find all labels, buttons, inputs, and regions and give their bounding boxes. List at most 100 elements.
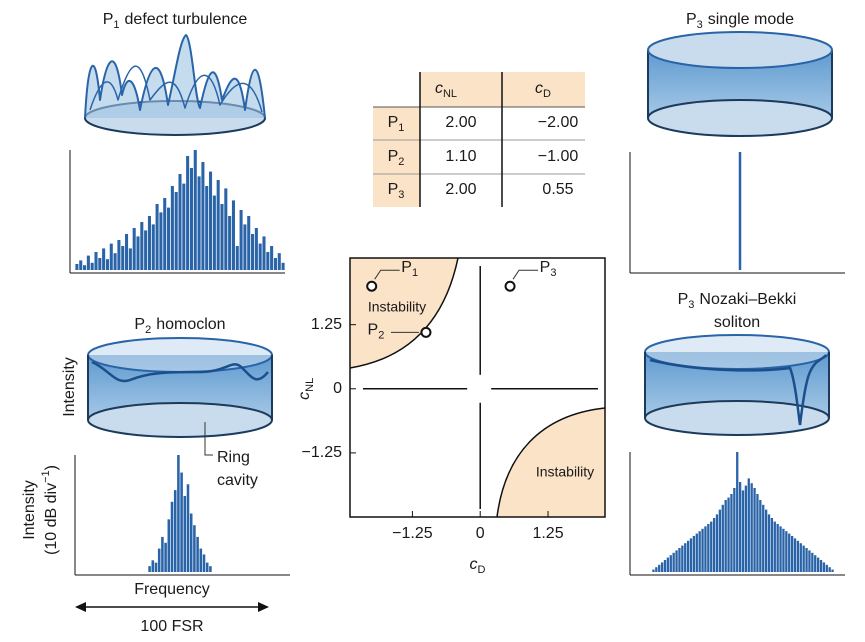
table-cell: −2.00 (538, 114, 579, 131)
bar (698, 531, 701, 572)
region-label: Instability (368, 299, 426, 315)
bar (831, 569, 834, 572)
bar (199, 548, 203, 572)
x-tick-label: 1.25 (532, 525, 563, 542)
label-symbol: P (103, 11, 114, 28)
bar (83, 265, 87, 270)
label-symbol: P (388, 181, 399, 198)
bar (202, 554, 206, 572)
bar (136, 236, 140, 270)
bar (266, 252, 270, 270)
table-row-label: P1 (388, 114, 405, 134)
bar (105, 259, 109, 270)
bar (767, 514, 771, 572)
bar (251, 234, 255, 270)
bar (102, 248, 106, 270)
bar (281, 262, 285, 270)
label-symbol: P (686, 11, 697, 28)
bar (197, 176, 201, 270)
bar (770, 518, 774, 572)
bar (744, 485, 748, 572)
label-subscript: 1 (113, 19, 119, 31)
bar (170, 501, 174, 572)
label-subscript: 1 (412, 267, 418, 279)
bar (736, 452, 739, 572)
bar (186, 156, 190, 270)
bar (117, 240, 121, 270)
bar (655, 567, 658, 572)
label-subscript: 3 (550, 267, 556, 279)
bar (747, 478, 750, 572)
bar (231, 200, 235, 270)
bar (738, 482, 742, 572)
bar (140, 222, 144, 270)
label-text: Nozaki–Bekki (699, 291, 796, 308)
bar (828, 567, 831, 572)
bar (759, 500, 762, 572)
label-symbol: P (540, 259, 551, 276)
bar (808, 550, 811, 572)
label-subscript: 2 (378, 329, 384, 341)
table-frame (373, 72, 585, 207)
y-tick-label: 1.25 (311, 316, 342, 333)
x-tick-label: 0 (476, 525, 485, 542)
bar (128, 248, 132, 270)
bar (658, 564, 661, 572)
panel-title: P1 defect turbulence (103, 11, 248, 31)
bar (707, 524, 710, 572)
bar (178, 174, 182, 270)
bar (75, 264, 79, 270)
bar (805, 548, 808, 572)
bar (681, 545, 684, 572)
bar (721, 504, 724, 572)
panel-title: P3 Nozaki–Bekki (678, 291, 797, 311)
table-cell: 2.00 (445, 114, 476, 131)
point (420, 326, 432, 338)
bar (94, 252, 98, 270)
bar (209, 171, 213, 270)
bar (155, 204, 159, 270)
y-axis-label: cNL (296, 378, 316, 400)
bar (738, 152, 742, 270)
bar (239, 210, 243, 270)
point-label: P3 (540, 259, 557, 279)
bar (79, 260, 83, 270)
bar (205, 186, 209, 270)
bar (724, 500, 727, 572)
bar (773, 521, 776, 572)
bar (147, 216, 151, 270)
label-superscript: −1 (40, 470, 52, 483)
leader-line (374, 269, 400, 280)
bar (672, 552, 675, 572)
label-symbol: c (296, 392, 313, 400)
bar (159, 212, 163, 270)
label-text: single mode (708, 11, 794, 28)
label-text: (10 dB div (43, 483, 60, 555)
ring-soliton (644, 334, 830, 436)
label-text: ) (43, 465, 60, 470)
bar (811, 552, 814, 572)
table-row-label: P2 (388, 148, 405, 168)
point (366, 280, 378, 292)
bar (183, 495, 187, 572)
bar (125, 234, 129, 270)
bar (727, 497, 730, 572)
ring-single-mode (647, 31, 833, 137)
label-subscript: D (478, 564, 486, 576)
panel-title: soliton (714, 314, 760, 331)
label-subscript: NL (443, 88, 457, 100)
bar (254, 228, 258, 270)
bar (686, 540, 690, 572)
label-subscript: 3 (398, 189, 404, 201)
bar (684, 543, 687, 572)
ring-defect-turbulence (84, 34, 266, 136)
bar (764, 509, 768, 572)
bar (704, 526, 707, 572)
bar (189, 168, 193, 270)
label-symbol: P (134, 316, 145, 333)
bar (762, 504, 765, 572)
label-symbol: c (435, 80, 443, 97)
bar (157, 548, 161, 572)
label-subscript: 3 (697, 19, 703, 31)
